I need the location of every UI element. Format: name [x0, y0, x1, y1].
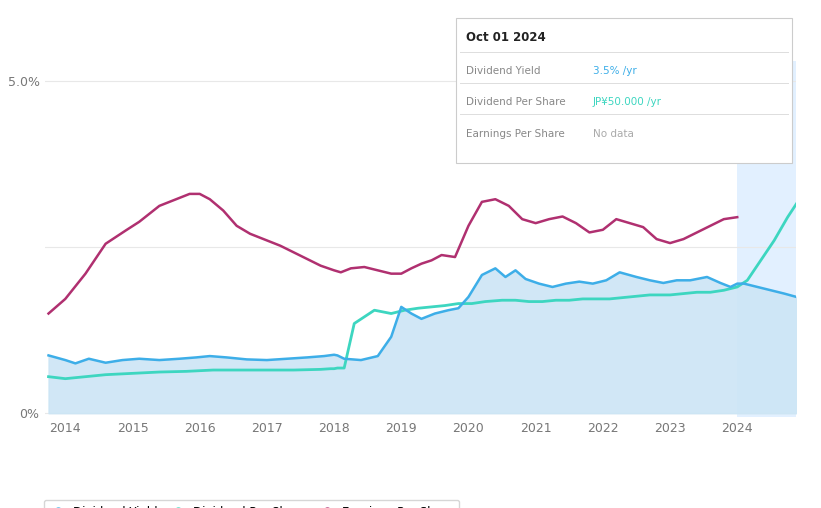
Text: Dividend Yield: Dividend Yield	[466, 66, 540, 76]
Text: Dividend Per Share: Dividend Per Share	[466, 97, 565, 107]
Text: JP¥50.000 /yr: JP¥50.000 /yr	[593, 97, 662, 107]
Legend: Dividend Yield, Dividend Per Share, Earnings Per Share: Dividend Yield, Dividend Per Share, Earn…	[44, 500, 460, 508]
Text: Past: Past	[739, 96, 764, 109]
Text: Earnings Per Share: Earnings Per Share	[466, 129, 564, 139]
Text: Oct 01 2024: Oct 01 2024	[466, 30, 545, 44]
Text: 3.5% /yr: 3.5% /yr	[593, 66, 636, 76]
Text: No data: No data	[593, 129, 634, 139]
Bar	[737, 61, 796, 417]
